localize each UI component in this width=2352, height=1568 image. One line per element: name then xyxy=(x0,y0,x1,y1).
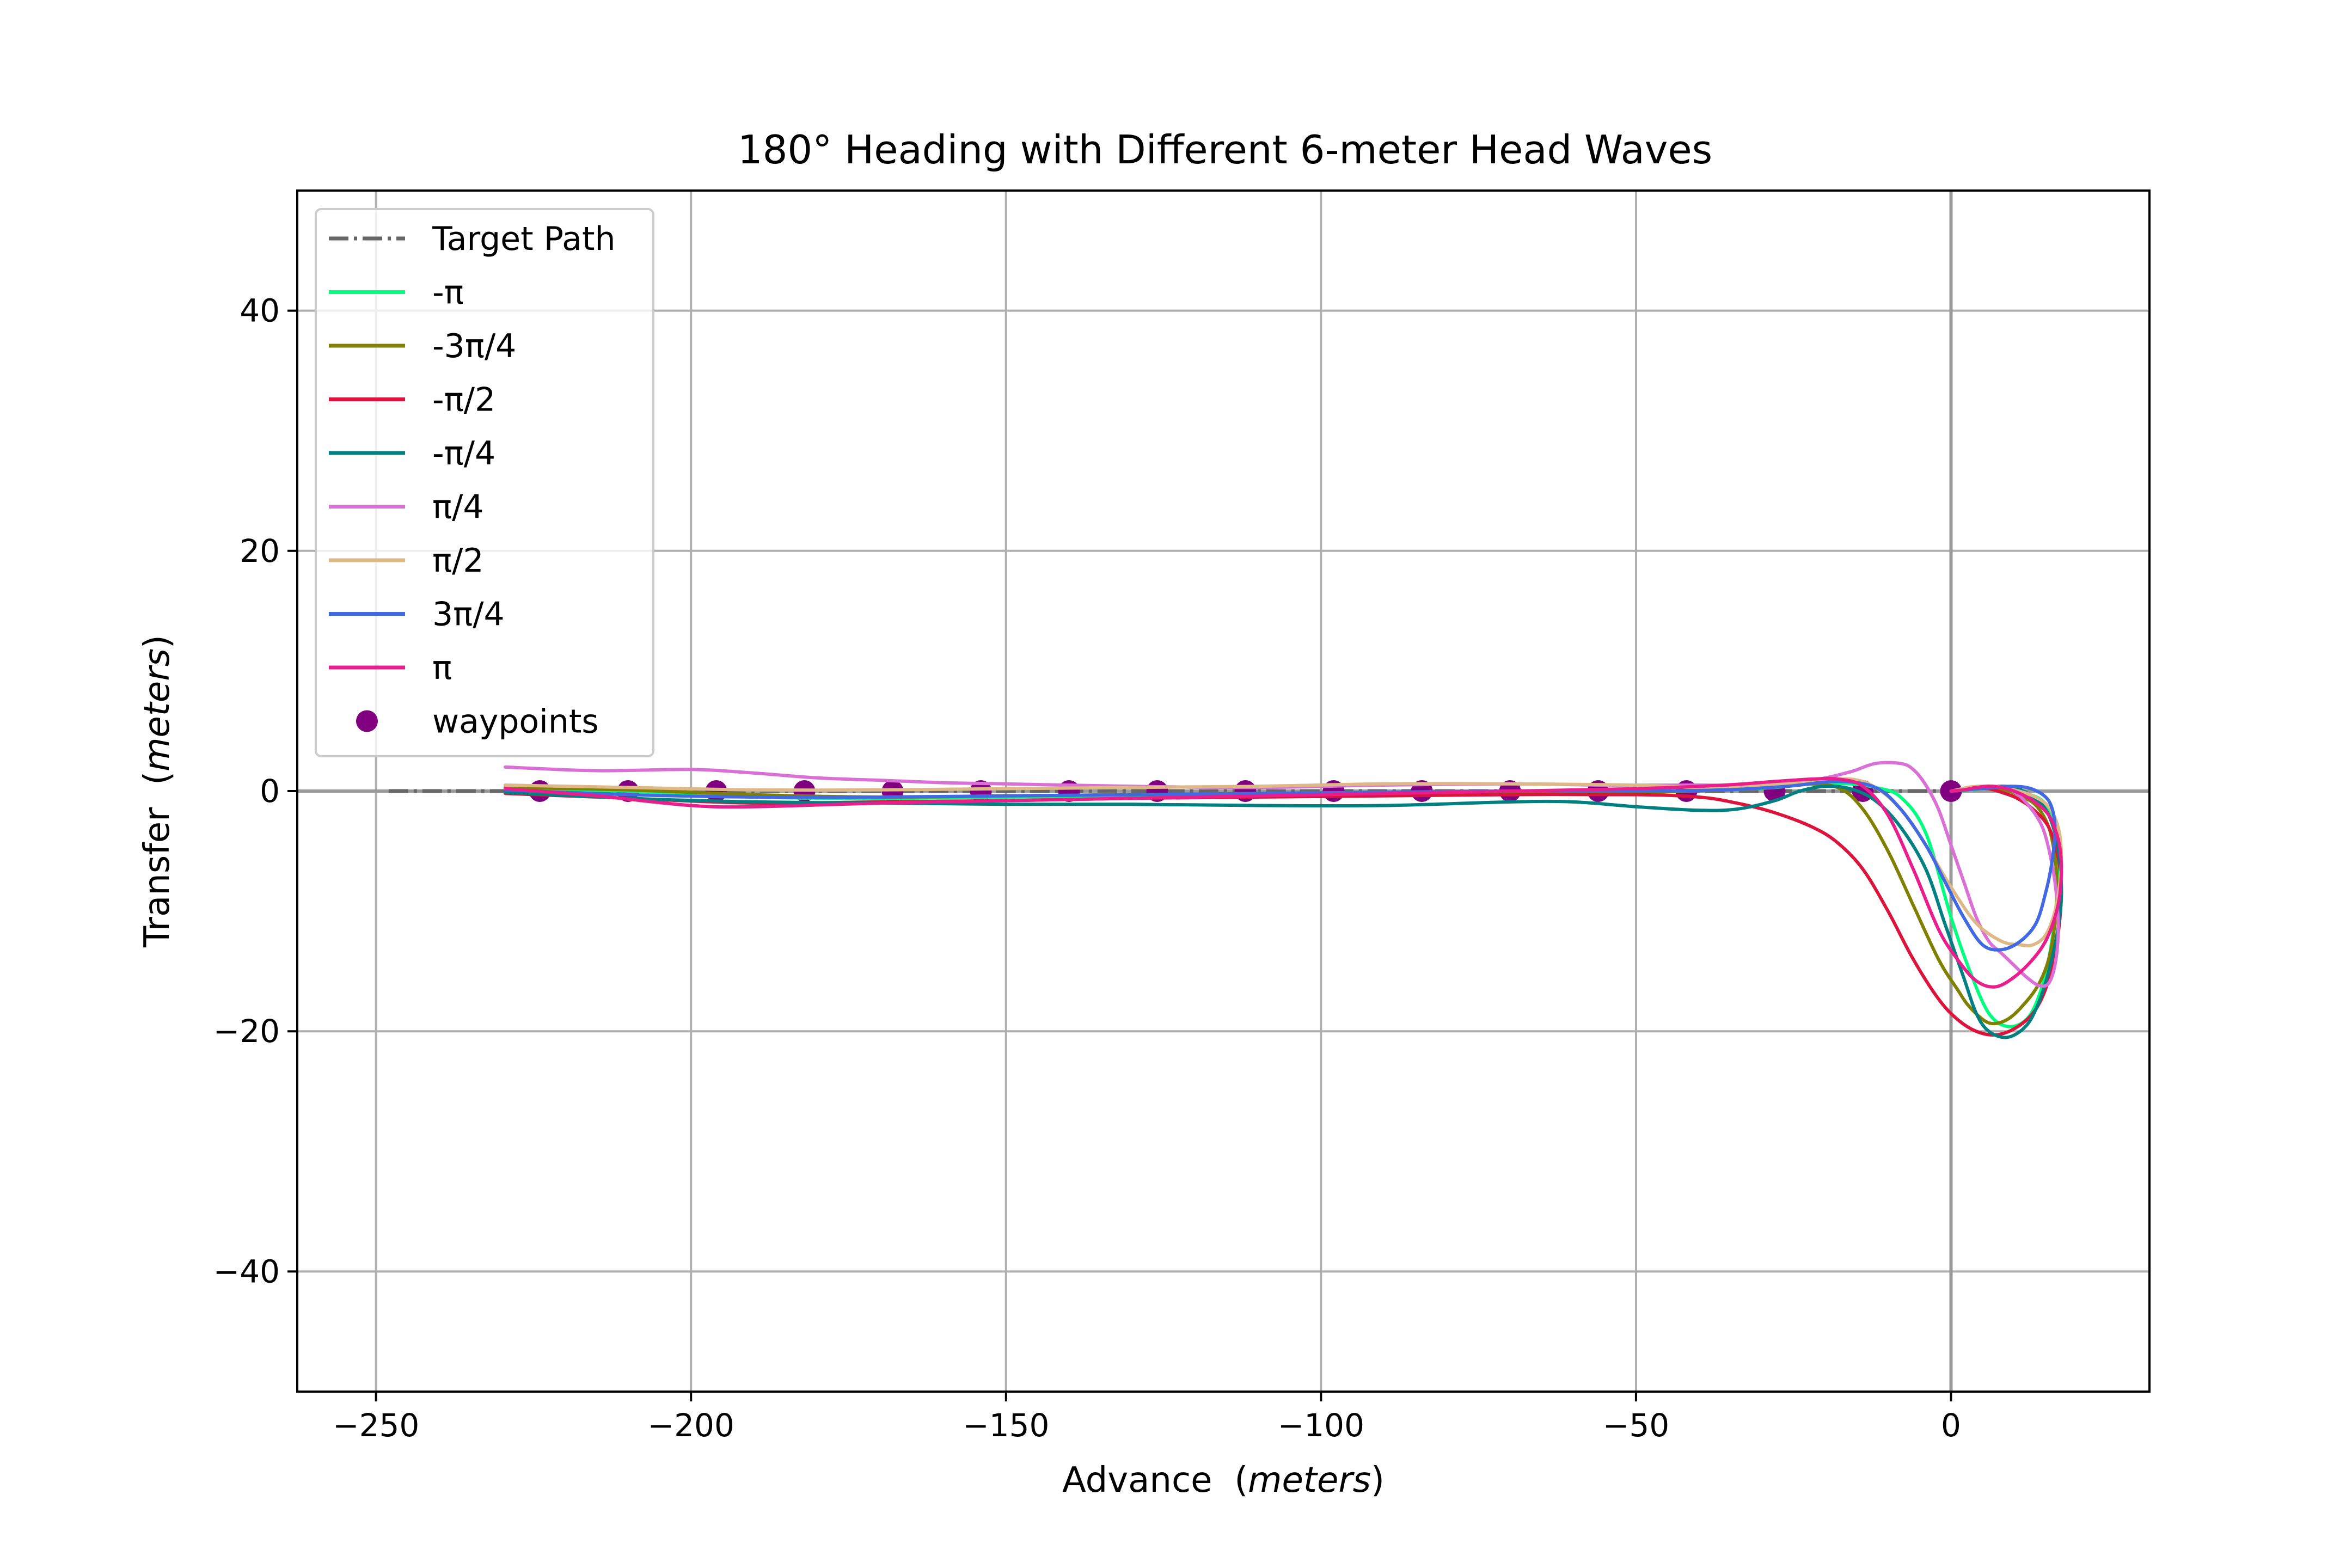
x-tick-label: −50 xyxy=(1603,1407,1669,1444)
series-line-5 xyxy=(503,777,2063,947)
legend-label-7: 3π/4 xyxy=(432,596,505,634)
y-tick-label: −20 xyxy=(213,1013,280,1050)
x-tick-label: −100 xyxy=(1278,1407,1364,1444)
legend-label-9: waypoints xyxy=(432,703,599,741)
legend-label-4: -π/4 xyxy=(432,434,495,473)
y-axis-label: Transfer (meters) xyxy=(137,635,177,948)
x-tick-label: −200 xyxy=(648,1407,734,1444)
y-axis-label-unit: meters xyxy=(137,648,177,771)
y-axis-label-text: Transfer xyxy=(137,807,177,948)
series-line-6 xyxy=(503,780,2057,952)
legend-entries: Target Path -π -3π/4 -π/2 -π/4 π/4 π/2 3π/4 π way… xyxy=(329,220,616,741)
x-axis-label-unit: meters xyxy=(1248,1460,1371,1500)
legend-label-0: Target Path xyxy=(432,220,616,258)
series-line-7 xyxy=(503,776,2063,989)
x-axis-label-text: Advance xyxy=(1062,1460,1212,1500)
legend-label-2: -3π/4 xyxy=(432,327,516,365)
series-layer xyxy=(388,761,2063,1039)
y-tick-label: −40 xyxy=(213,1253,280,1290)
y-tick-label: 20 xyxy=(240,532,280,569)
series-line-4 xyxy=(503,761,2060,988)
x-tick-label: −150 xyxy=(963,1407,1049,1444)
y-tick-label: 0 xyxy=(260,773,280,810)
x-tick-label: −250 xyxy=(333,1407,419,1444)
legend: Target Path -π -3π/4 -π/2 -π/4 π/4 π/2 3π/4 π way… xyxy=(315,208,654,757)
x-axis-label: Advance (meters) xyxy=(1062,1460,1385,1500)
legend-swatch-waypoints xyxy=(356,710,378,732)
x-tick-label: 0 xyxy=(1941,1407,1961,1444)
legend-label-6: π/2 xyxy=(432,542,484,580)
legend-label-5: π/4 xyxy=(432,488,484,526)
y-tick-label: 40 xyxy=(240,292,280,329)
legend-label-1: -π xyxy=(432,274,464,312)
legend-label-8: π xyxy=(432,649,452,687)
legend-label-3: -π/2 xyxy=(432,381,495,419)
grid-layer xyxy=(297,191,2149,1392)
chart-title: 180° Heading with Different 6-meter Head… xyxy=(738,127,1712,173)
